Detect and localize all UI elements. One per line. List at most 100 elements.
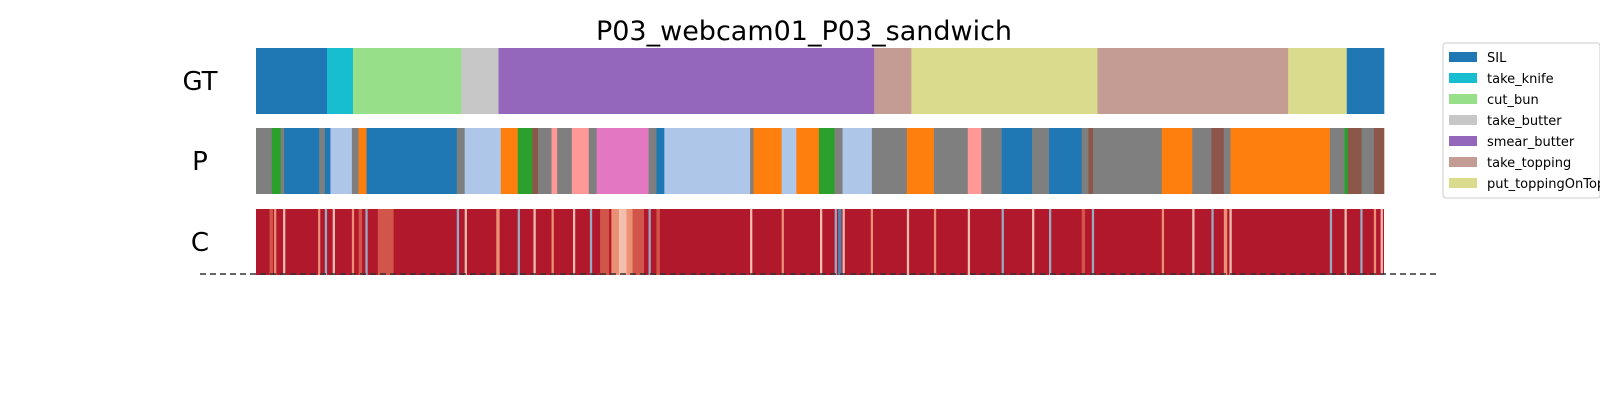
- confidence-stripe: [589, 209, 593, 275]
- confidence-stripe: [820, 209, 823, 275]
- segment: [648, 128, 657, 194]
- legend-swatch: [1449, 178, 1477, 188]
- segment: [834, 128, 843, 194]
- segment: [327, 48, 354, 114]
- confidence-stripe: [351, 209, 355, 275]
- segment: [366, 128, 458, 194]
- segment: [256, 48, 328, 114]
- legend-frame: [1442, 42, 1600, 199]
- confidence-stripe: [619, 209, 628, 275]
- confidence-stripe: [1161, 209, 1165, 275]
- row-label: P: [192, 147, 208, 177]
- segment: [1223, 128, 1231, 194]
- segment: [358, 128, 367, 194]
- segment: [818, 128, 835, 194]
- segment: [324, 128, 331, 194]
- confidence-stripe: [572, 209, 576, 275]
- legend: SIL take_knife cut_bun take_butter smear_but…: [1442, 42, 1600, 199]
- segment: [933, 128, 969, 194]
- segment: [284, 128, 320, 194]
- confidence-stripe: [456, 209, 460, 275]
- segment: [596, 128, 649, 194]
- confidence-stripe: [1081, 209, 1086, 275]
- segment: [1048, 128, 1082, 194]
- segment: [967, 128, 982, 194]
- segment: [1161, 128, 1193, 194]
- segment: [256, 128, 273, 194]
- confidence-stripe: [1329, 209, 1333, 275]
- legend-label: take_butter: [1487, 114, 1562, 129]
- segment: [588, 128, 597, 194]
- segment: [1288, 48, 1348, 114]
- confidence-stripe: [750, 209, 753, 275]
- confidence-stripe: [318, 209, 321, 275]
- confidence-stripe: [906, 209, 910, 275]
- legend-label: smear_butter: [1487, 135, 1575, 150]
- segment: [532, 128, 539, 194]
- confidence-stripe: [1229, 209, 1232, 275]
- legend-swatch: [1449, 52, 1477, 62]
- confidence-stripe: [377, 209, 394, 275]
- segment: [1230, 128, 1331, 194]
- segment: [656, 128, 665, 194]
- segment: [906, 128, 935, 194]
- confidence-stripe: [269, 209, 273, 275]
- legend-label: cut_bun: [1487, 93, 1539, 108]
- segment: [1373, 128, 1385, 194]
- confidence-stripe: [648, 209, 651, 275]
- segment: [664, 128, 751, 194]
- segment: [911, 48, 1098, 114]
- segment: [1088, 128, 1094, 194]
- segment: [551, 128, 558, 194]
- legend-swatch: [1449, 73, 1477, 83]
- segment: [842, 128, 849, 194]
- segment: [464, 128, 502, 194]
- segment: [1001, 128, 1033, 194]
- row-c: C: [191, 209, 1384, 275]
- segment: [1344, 128, 1349, 194]
- confidence-stripe: [842, 209, 845, 275]
- confidence-stripe: [1091, 209, 1095, 275]
- segment: [874, 48, 912, 114]
- confidence-stripe: [600, 209, 610, 275]
- row-gt: GT: [182, 48, 1385, 114]
- confidence-stripe: [1001, 209, 1004, 275]
- confidence-stripe: [870, 209, 874, 275]
- legend-swatch: [1449, 115, 1477, 125]
- segment: [498, 48, 875, 114]
- legend-label: SIL: [1487, 51, 1507, 66]
- segment: [871, 128, 908, 194]
- confidence-stripe: [274, 209, 277, 275]
- segment: [981, 128, 1002, 194]
- confidence-stripe: [967, 209, 971, 275]
- confidence-stripe: [1032, 209, 1035, 275]
- confidence-stripe: [933, 209, 937, 275]
- segment: [517, 128, 533, 194]
- confidence-stripe: [517, 209, 520, 275]
- row-p: P: [192, 128, 1385, 194]
- segment: [1329, 128, 1345, 194]
- segment: [1361, 128, 1375, 194]
- segment: [845, 128, 873, 194]
- legend-label: put_toppingOnTop: [1487, 177, 1600, 192]
- confidence-stripe: [551, 209, 554, 275]
- segment: [1032, 128, 1050, 194]
- segment: [538, 128, 552, 194]
- segment: [753, 128, 782, 194]
- row-label: GT: [182, 67, 217, 97]
- confidence-stripe: [283, 209, 286, 275]
- legend-label: take_topping: [1487, 156, 1571, 171]
- rows-group: GT P C: [182, 48, 1385, 275]
- confidence-stripe: [365, 209, 368, 275]
- legend-swatch: [1449, 136, 1477, 146]
- row-label: C: [191, 228, 209, 258]
- confidence-stripe: [625, 209, 633, 275]
- confidence-stripe: [632, 209, 645, 275]
- confidence-stripe: [324, 209, 328, 275]
- chart-title: P03_webcam01_P03_sandwich: [596, 16, 1012, 47]
- segment: [781, 128, 797, 194]
- segment: [1081, 128, 1089, 194]
- segment: [353, 48, 462, 114]
- confidence-stripe: [533, 209, 536, 275]
- segment: [351, 128, 359, 194]
